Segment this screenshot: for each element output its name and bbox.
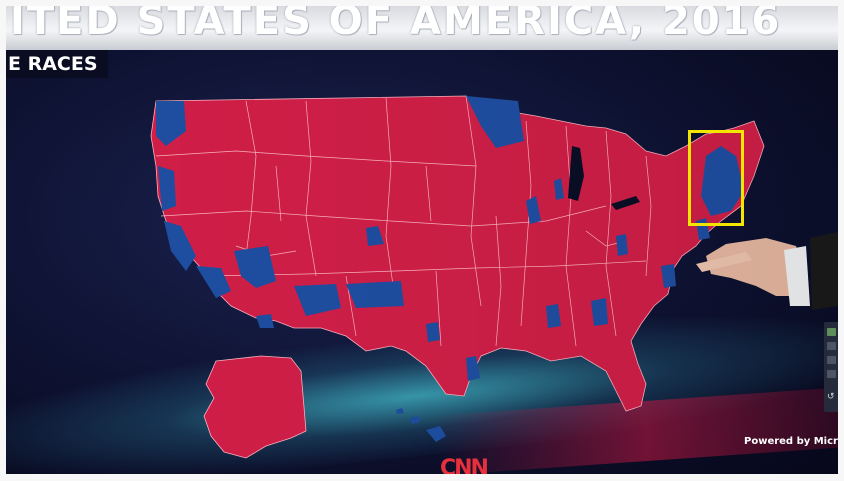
banner-title: ITED STATES OF AMERICA, 2016: [10, 6, 782, 44]
title-banner: ITED STATES OF AMERICA, 2016: [6, 6, 838, 50]
network-logo: CNN: [440, 456, 489, 474]
map-control-panel: ↺: [824, 322, 838, 412]
control-button-4[interactable]: [827, 370, 836, 378]
tv-screen: ITED STATES OF AMERICA, 2016 E RACES ↺ P…: [6, 6, 838, 474]
party-filter-button[interactable]: [827, 328, 836, 336]
control-button-3[interactable]: [827, 356, 836, 364]
control-button-2[interactable]: [827, 342, 836, 350]
northeast-highlight-box: [688, 130, 744, 226]
powered-by-label: Powered by Micros: [744, 436, 838, 447]
race-type-label: E RACES: [6, 50, 108, 78]
undo-icon[interactable]: ↺: [827, 391, 835, 401]
election-map[interactable]: [6, 6, 838, 474]
